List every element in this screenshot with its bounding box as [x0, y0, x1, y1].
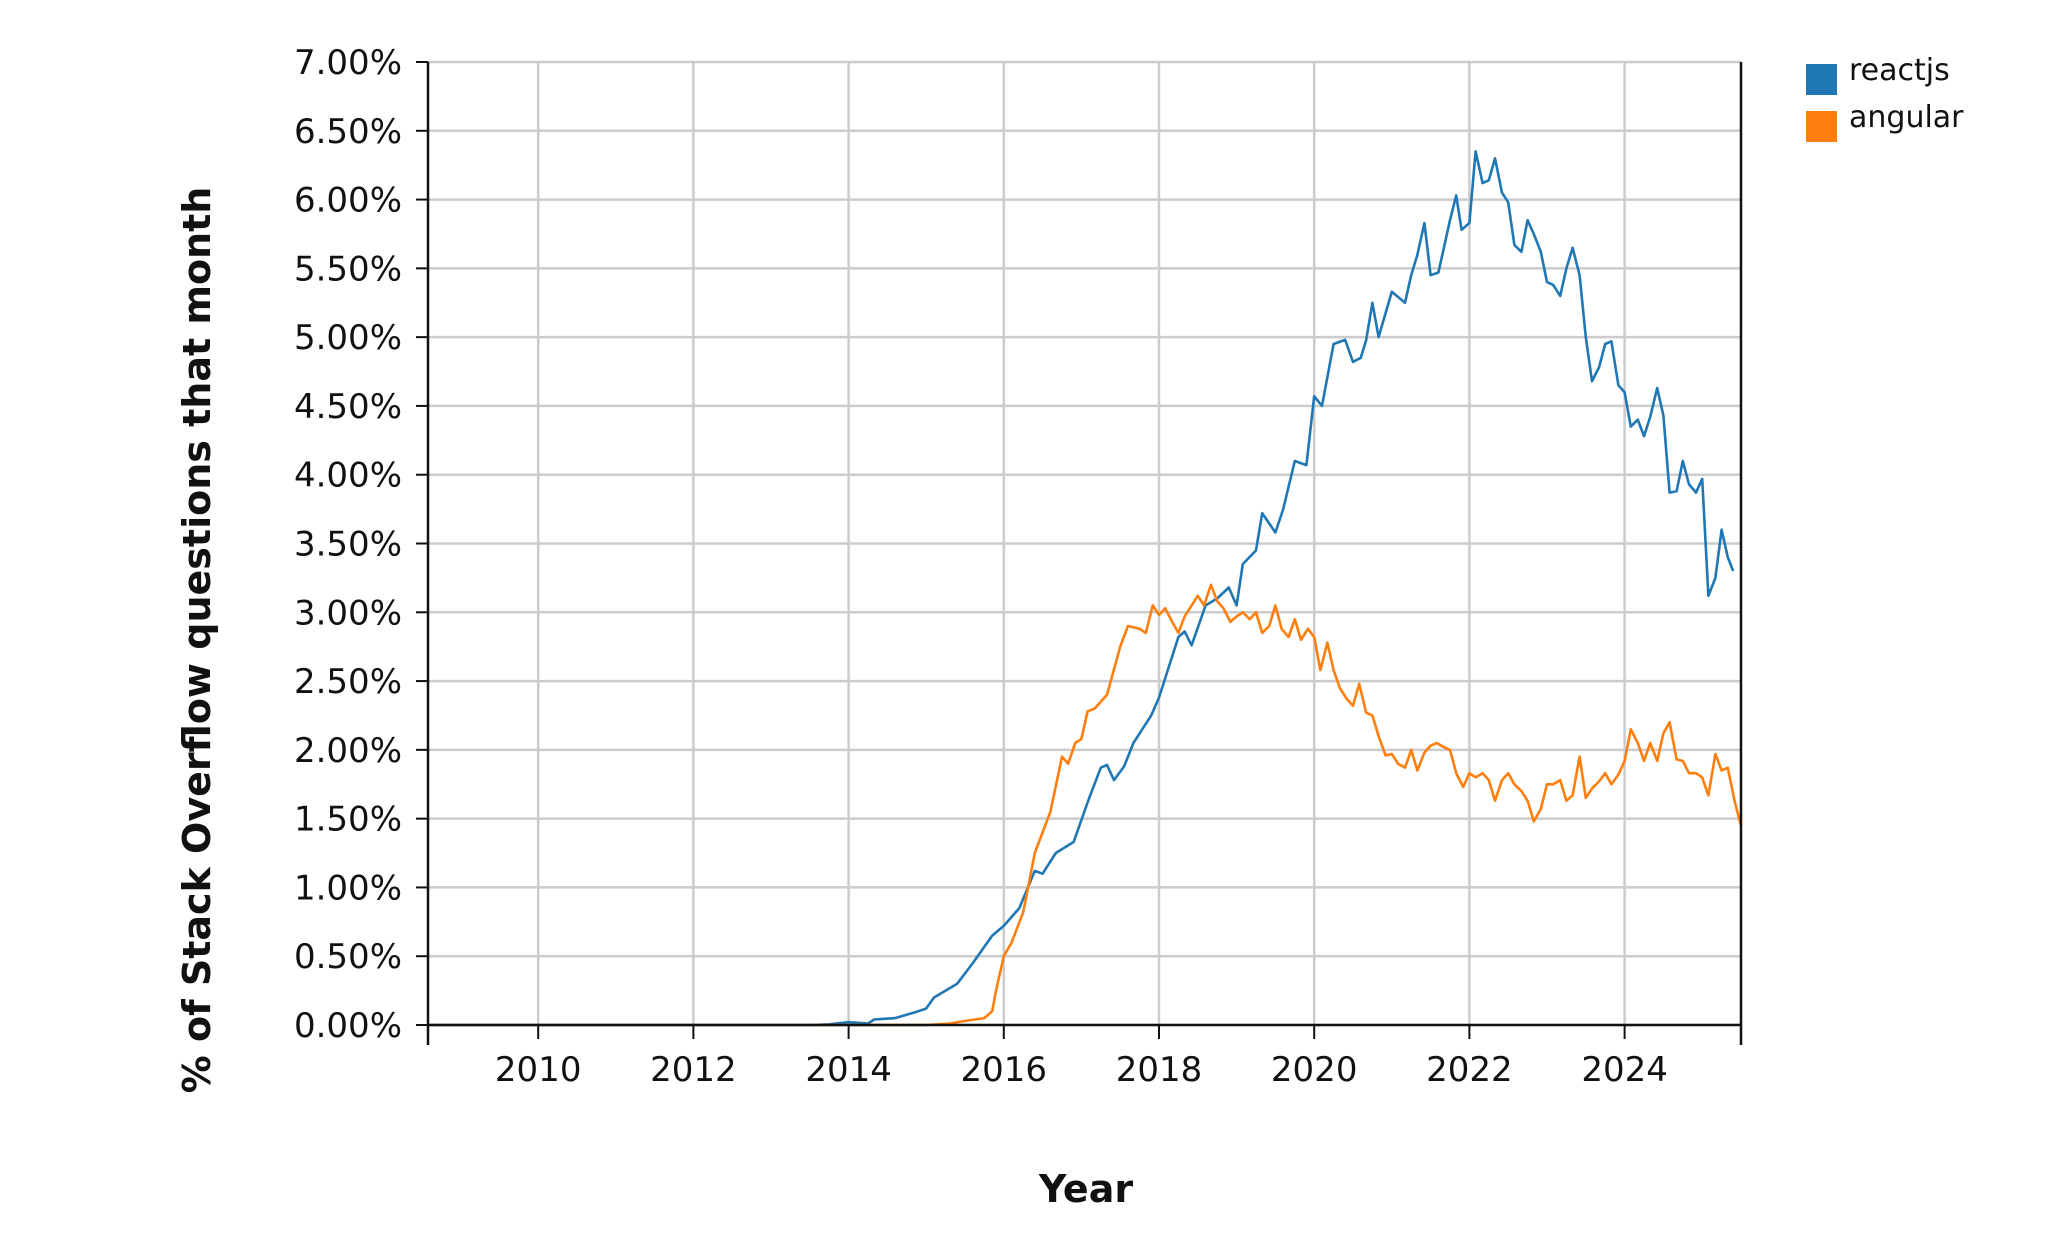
legend-swatch-angular	[1806, 111, 1837, 142]
y-tick-label: 2.00%	[294, 731, 402, 771]
y-tick-label: 0.00%	[294, 1006, 402, 1046]
x-tick-label: 2024	[1581, 1050, 1668, 1090]
series-line-angular	[428, 583, 1743, 1027]
y-tick-label: 3.50%	[294, 525, 402, 565]
series-line-reactjs	[428, 150, 1735, 1027]
y-tick-label: 2.50%	[294, 662, 402, 702]
x-axis-title: Year	[1038, 1167, 1133, 1211]
y-tick-label: 1.50%	[294, 800, 402, 840]
series-lines	[428, 150, 1743, 1027]
x-tick-label: 2012	[650, 1050, 737, 1090]
y-tick-label: 4.50%	[294, 387, 402, 427]
legend-label-reactjs: reactjs	[1849, 53, 1950, 88]
y-axis-title: % of Stack Overflow questions that month	[175, 187, 219, 1094]
x-tick-label: 2020	[1271, 1050, 1358, 1090]
x-tick-label: 2016	[961, 1050, 1048, 1090]
x-axis-ticks: 2010 2012 2014 2016 2018 2020 2022 2024	[495, 1025, 1668, 1090]
y-tick-label: 6.00%	[294, 181, 402, 221]
y-tick-label: 1.00%	[294, 868, 402, 908]
x-tick-label: 2018	[1116, 1050, 1203, 1090]
x-tick-label: 2010	[495, 1050, 582, 1090]
y-tick-label: 6.50%	[294, 112, 402, 152]
y-tick-label: 5.50%	[294, 249, 402, 289]
y-tick-label: 7.00%	[294, 43, 402, 83]
legend-label-angular: angular	[1849, 100, 1964, 135]
y-axis-ticks: 0.00% 0.50% 1.00% 1.50% 2.00% 2.50% 3.00% 3.50%…	[294, 43, 428, 1046]
x-tick-label: 2014	[805, 1050, 892, 1090]
x-tick-label: 2022	[1426, 1050, 1513, 1090]
y-tick-label: 0.50%	[294, 937, 402, 977]
legend: reactjs angular	[1806, 53, 1964, 142]
y-tick-label: 4.00%	[294, 456, 402, 496]
grid-lines	[428, 60, 1741, 1027]
y-tick-label: 3.00%	[294, 593, 402, 633]
y-tick-label: 5.00%	[294, 318, 402, 358]
axes	[426, 62, 1743, 1045]
legend-swatch-reactjs	[1806, 64, 1837, 95]
